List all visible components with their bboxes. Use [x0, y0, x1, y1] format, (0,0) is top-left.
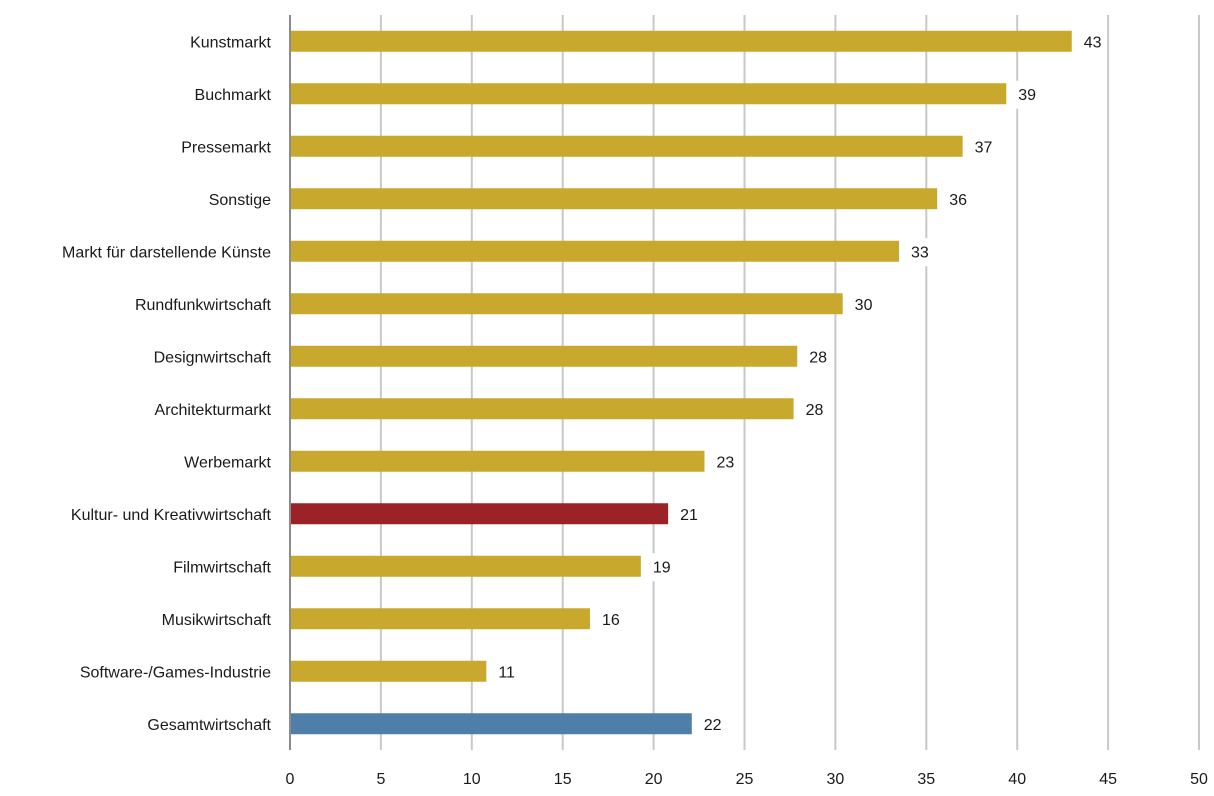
bar [290, 608, 590, 630]
x-tick-label: 15 [554, 771, 572, 788]
grid-lines [379, 15, 1200, 750]
value-label-backdrop [906, 238, 935, 267]
value-label: 22 [704, 717, 722, 734]
x-tick-label: 5 [376, 771, 385, 788]
category-label: Filmwirtschaft [173, 559, 271, 576]
category-label: Musikwirtschaft [162, 612, 272, 629]
bar [290, 398, 794, 420]
value-label: 33 [911, 244, 929, 261]
bar [290, 450, 705, 472]
category-label: Gesamtwirtschaft [147, 717, 271, 734]
value-label: 43 [1084, 34, 1102, 51]
value-label-backdrop [675, 500, 704, 529]
value-label-backdrop [711, 448, 740, 477]
x-tick-label: 40 [1008, 771, 1026, 788]
category-label: Rundfunkwirtschaft [135, 297, 272, 314]
category-label: Kunstmarkt [190, 34, 271, 51]
category-label: Architekturmarkt [155, 402, 272, 419]
bar [290, 713, 692, 735]
value-label-backdrop [944, 185, 973, 214]
value-label-backdrop [969, 133, 998, 162]
bar [290, 30, 1072, 52]
category-label: Software-/Games-Industrie [80, 664, 271, 681]
category-label: Werbemarkt [184, 454, 271, 471]
bars-group [290, 30, 1072, 735]
x-tick-labels: 0 5 10 15 20 25 30 35 40 45 50 [286, 771, 1208, 788]
category-label: Designwirtschaft [154, 349, 272, 366]
value-label: 19 [653, 559, 671, 576]
value-label: 39 [1018, 87, 1036, 104]
x-tick-label: 30 [827, 771, 845, 788]
value-label-backdrop [800, 395, 829, 424]
value-label-backdrop [698, 710, 727, 739]
bar [290, 135, 963, 157]
value-label-backdrop [1013, 80, 1042, 109]
value-label: 21 [680, 507, 698, 524]
value-label: 37 [975, 139, 993, 156]
value-label-backdrop [804, 343, 833, 372]
value-label-backdrop [849, 290, 878, 319]
bar [290, 83, 1007, 105]
value-labels: 43 39 37 36 33 30 28 28 23 21 19 16 11 22 [493, 28, 1107, 739]
value-label-backdrop [1078, 28, 1107, 57]
bar [290, 293, 843, 315]
category-label: Buchmarkt [195, 87, 272, 104]
x-tick-label: 35 [917, 771, 935, 788]
value-label: 30 [855, 297, 873, 314]
category-label: Pressemarkt [181, 139, 271, 156]
x-tick-label: 45 [1099, 771, 1117, 788]
x-tick-label: 20 [645, 771, 663, 788]
bar [290, 503, 669, 525]
x-tick-label: 10 [463, 771, 481, 788]
category-label: Markt für darstellende Künste [62, 244, 271, 261]
bar [290, 660, 487, 682]
value-label-backdrop [647, 553, 676, 582]
bar [290, 188, 938, 210]
value-label: 36 [949, 192, 967, 209]
bar [290, 240, 900, 262]
value-label: 16 [602, 612, 620, 629]
x-tick-label: 50 [1190, 771, 1208, 788]
category-label: Kultur- und Kreativwirtschaft [71, 507, 272, 524]
x-tick-label: 25 [736, 771, 754, 788]
value-label: 28 [806, 402, 824, 419]
value-label: 11 [498, 664, 515, 681]
bar [290, 555, 641, 577]
value-label-backdrop [493, 658, 522, 687]
category-label: Sonstige [209, 192, 271, 209]
value-label: 28 [809, 349, 827, 366]
x-tick-label: 0 [286, 771, 295, 788]
value-label-backdrop [596, 605, 625, 634]
category-labels: Kunstmarkt Buchmarkt Pressemarkt Sonstige Ma… [62, 34, 272, 734]
bar [290, 345, 798, 367]
value-label: 23 [717, 454, 735, 471]
